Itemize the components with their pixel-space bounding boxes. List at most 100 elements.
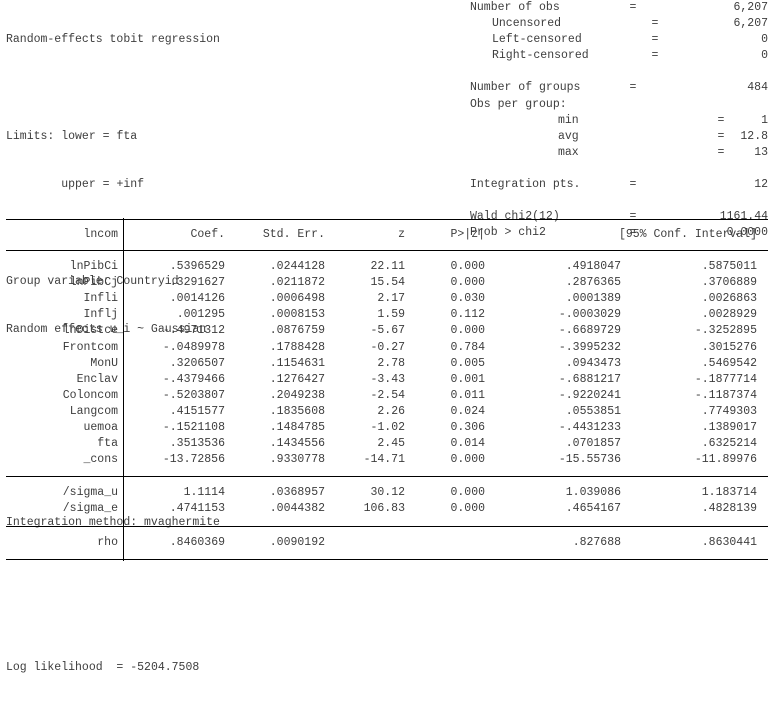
row-ci-upper: .0028929: [701, 308, 757, 322]
row-std-err: .0244128: [269, 260, 325, 274]
row-std-err: .0044382: [269, 502, 325, 516]
row-z: 2.78: [377, 356, 405, 370]
stat-obs-per-group-label: Obs per group:: [470, 97, 770, 113]
column-separator: [118, 287, 129, 312]
table-row: uemoa -.1521108 .1484785 -1.02 0.306 -.4…: [6, 416, 768, 441]
std-err-header: Std. Err.: [262, 228, 325, 241]
stat-number-of-groups: Number of groups = 484: [470, 80, 770, 96]
stat-label: Number of obs: [470, 1, 560, 14]
stat-value: 6,207: [733, 17, 768, 31]
stat-value: 12.8: [740, 129, 768, 143]
pad: [6, 468, 118, 476]
stat-label: avg: [558, 129, 579, 143]
row-variable-name: lnPibCi: [69, 260, 118, 274]
stat-prob-chi2: Prob > chi2 = 0.0000: [470, 225, 770, 241]
row-ci-upper: -.3252895: [694, 324, 757, 338]
row-std-err: .1484785: [269, 421, 325, 435]
log-likelihood-value: -5204.7508: [130, 660, 200, 674]
row-p-value: 0.030: [450, 292, 485, 306]
stat-equals: =: [651, 49, 659, 63]
table-row: Langcom .4151577 .1835608 2.26 0.024 .05…: [6, 399, 768, 425]
row-ci-upper: .8630441: [701, 535, 757, 549]
pad: [6, 527, 118, 535]
row-z: -5.67: [370, 324, 405, 338]
sigma-pad-top: [6, 475, 768, 488]
column-separator: [118, 255, 129, 280]
row-z: 22.11: [370, 260, 405, 274]
row-coef: .3206507: [169, 356, 225, 370]
row-ci-upper: .5469542: [701, 356, 757, 370]
log-likelihood-label: Log likelihood =: [6, 660, 124, 674]
regression-header: Random-effects tobit regression Limits: …: [0, 0, 774, 674]
row-ci-upper: -.1877714: [694, 372, 757, 386]
row-ci-lower: -15.55736: [558, 453, 621, 467]
body-pad-bottom: [6, 466, 768, 479]
row-p-value: 0.024: [450, 404, 485, 418]
row-variable-name: lnPibCj: [69, 276, 118, 290]
row-z: 30.12: [370, 486, 405, 500]
row-coef: 1.1114: [183, 486, 225, 500]
stat-obs-max: max = 13: [470, 145, 770, 161]
column-separator: [118, 432, 129, 457]
sigma-pad-bottom: [6, 515, 768, 528]
stat-label: max: [558, 145, 579, 159]
stat-label: Prob > chi2: [470, 226, 546, 240]
column-separator: [118, 497, 129, 522]
limits-upper-line: upper = +inf: [6, 177, 446, 193]
table-bottom-rule: [6, 558, 768, 560]
column-separator: [118, 367, 129, 392]
row-std-err: .9330778: [269, 453, 325, 467]
row-ci-lower: 1.039086: [565, 486, 621, 500]
table-header-pad-bottom: [6, 241, 768, 253]
table-row: lnDistce -.4971312 .0876759 -5.67 0.000 …: [6, 319, 768, 344]
stat-equals: =: [629, 226, 637, 240]
table-header-pad-top: [6, 218, 768, 229]
stat-value: 0: [761, 49, 768, 63]
row-variable-name: Enclav: [76, 372, 118, 386]
table-row: /sigma_e .4741153 .0044382 106.83 0.000 …: [6, 497, 768, 522]
limits-lower-value: fta: [116, 129, 138, 143]
regression-title: Random-effects tobit regression: [6, 33, 220, 47]
log-likelihood-line: Log likelihood = -5204.7508: [6, 660, 446, 676]
row-variable-name: uemoa: [83, 421, 118, 435]
stat-equals: =: [629, 210, 637, 224]
stat-right-censored: Right-censored = 0: [470, 48, 770, 64]
blank-line: [470, 161, 770, 177]
row-coef: -.4971312: [162, 324, 225, 338]
column-separator: [118, 303, 129, 328]
limits-lower-label: Limits: lower =: [6, 129, 110, 143]
row-std-err: .0090192: [269, 535, 325, 549]
z-header: z: [398, 228, 405, 241]
row-p-value: 0.000: [450, 260, 485, 274]
row-coef: -13.72856: [162, 453, 225, 467]
row-p-value: 0.000: [450, 276, 485, 290]
table-row: Enclav -.4379466 .1276427 -3.43 0.001 -.…: [6, 367, 768, 392]
column-separator: [118, 466, 129, 479]
row-ci-lower: .827688: [572, 535, 621, 549]
row-ci-lower: .4654167: [565, 502, 621, 516]
row-ci-upper: .5875011: [701, 260, 757, 274]
row-ci-upper: -.1187374: [694, 388, 757, 402]
stat-label: Uncensored: [492, 17, 562, 31]
blank-line: [6, 563, 446, 579]
table-row: Frontcom -.0489978 .1788428 -0.27 0.784 …: [6, 335, 768, 360]
column-separator: [118, 319, 129, 344]
row-std-err: .0876759: [269, 324, 325, 338]
row-coef: .0014126: [169, 292, 225, 306]
column-separator: [118, 383, 129, 409]
conf-interval-header: [95% Conf. Interval]: [618, 228, 757, 241]
row-p-value: 0.011: [450, 388, 485, 402]
row-coef: -.0489978: [162, 340, 225, 354]
row-ci-upper: .3015276: [701, 340, 757, 354]
row-variable-name: Infli: [83, 292, 118, 306]
row-ci-lower: .0943473: [565, 356, 621, 370]
pad: [6, 518, 118, 526]
stata-output-window: Random-effects tobit regression Limits: …: [0, 0, 774, 674]
stat-value: 1: [761, 113, 768, 127]
row-coef: -.1521108: [162, 421, 225, 435]
row-coef: .3513536: [169, 437, 225, 451]
row-z: -3.43: [370, 372, 405, 386]
row-p-value: 0.000: [450, 324, 485, 338]
row-p-value: 0.000: [450, 502, 485, 516]
sigma-section-rule: [6, 476, 768, 478]
